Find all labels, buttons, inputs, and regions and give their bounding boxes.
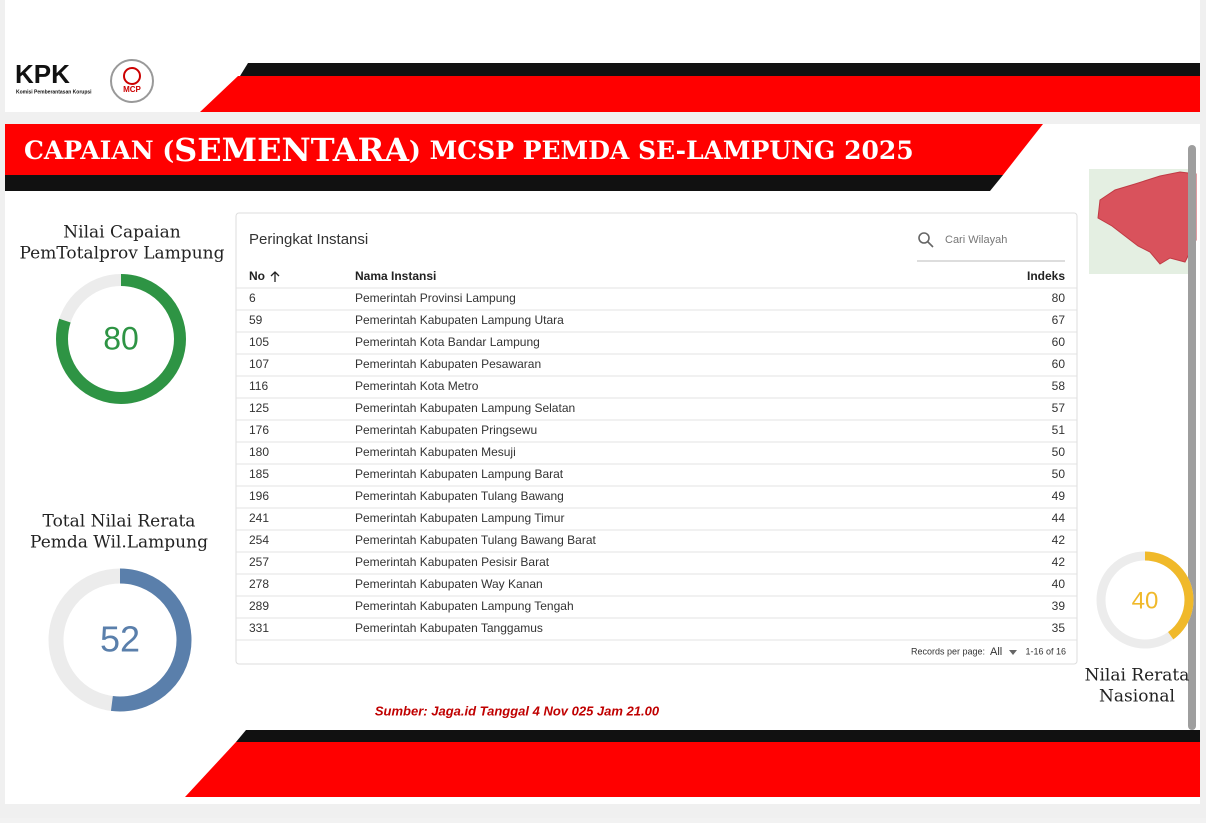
logo-subtitle: Komisi Pemberantasan Korupsi xyxy=(16,89,92,95)
cell-no: 278 xyxy=(249,577,269,591)
cell-index: 58 xyxy=(1052,379,1066,393)
cell-index: 42 xyxy=(1052,555,1066,569)
gauge-value: 80 xyxy=(103,320,139,356)
cell-name: Pemerintah Kabupaten Tanggamus xyxy=(355,621,543,635)
cell-name: Pemerintah Kabupaten Lampung Utara xyxy=(355,313,564,327)
logo-text: KPK xyxy=(15,59,70,89)
cell-no: 107 xyxy=(249,357,269,371)
gauge-value: 52 xyxy=(100,619,140,660)
table-title: Peringkat Instansi xyxy=(249,231,368,248)
cell-index: 50 xyxy=(1052,445,1066,459)
cell-no: 254 xyxy=(249,533,269,547)
cell-no: 116 xyxy=(249,379,268,393)
bottom-black-stripe xyxy=(236,730,1200,742)
cell-no: 125 xyxy=(249,401,269,415)
cell-name: Pemerintah Kabupaten Way Kanan xyxy=(355,577,543,591)
records-select[interactable]: All xyxy=(990,646,1002,658)
title-part: ) MCSP PEMDA SE-LAMPUNG 2025 xyxy=(409,136,914,165)
gauge-arc xyxy=(48,568,192,712)
cell-index: 60 xyxy=(1052,357,1066,371)
search-input[interactable]: Cari Wilayah xyxy=(945,234,1007,246)
cell-no: 196 xyxy=(249,489,269,503)
column-header[interactable]: No xyxy=(249,269,265,283)
source-note: Sumber: Jaga.id Tanggal 4 Nov 025 Jam 21… xyxy=(375,703,660,718)
title: CAPAIAN (SEMENTARA) MCSP PEMDA SE-LAMPUN… xyxy=(24,131,914,169)
mcp-badge xyxy=(110,59,154,103)
cell-index: 57 xyxy=(1052,401,1066,415)
search-icon xyxy=(927,241,934,248)
cell-index: 67 xyxy=(1052,313,1066,327)
cell-index: 49 xyxy=(1052,489,1066,503)
records-label: Records per page: xyxy=(911,646,985,656)
cell-name: Pemerintah Kabupaten Pesawaran xyxy=(355,357,541,371)
table-body: 6 Pemerintah Provinsi Lampung 80 59 Pemerint… xyxy=(236,287,1077,641)
top-black-stripe xyxy=(240,63,1200,76)
cell-name: Pemerintah Kabupaten Tulang Bawang xyxy=(355,489,564,503)
bottom-red-stripe xyxy=(185,742,1200,797)
gauges: 80 52 40 xyxy=(48,274,1194,712)
title-banner xyxy=(5,124,1043,175)
cell-name: Pemerintah Kota Metro xyxy=(355,379,479,393)
column-header[interactable]: Indeks xyxy=(1027,269,1065,283)
table-card xyxy=(235,212,1078,665)
cell-no: 257 xyxy=(249,555,269,569)
cell-no: 241 xyxy=(249,511,269,525)
search-icon xyxy=(918,232,930,244)
cell-no: 185 xyxy=(249,467,269,481)
pagination-info: 1-16 of 16 xyxy=(1025,646,1066,656)
cell-no: 331 xyxy=(249,621,269,635)
cell-name: Pemerintah Kabupaten Lampung Barat xyxy=(355,467,564,481)
cell-name: Pemerintah Kabupaten Tulang Bawang Barat xyxy=(355,533,596,547)
title-part: CAPAIAN ( xyxy=(24,136,174,165)
title-banner-shadow xyxy=(5,175,1003,191)
cell-name: Pemerintah Kabupaten Mesuji xyxy=(355,445,516,459)
cell-no: 59 xyxy=(249,313,263,327)
gauge-label: Nilai Rerata xyxy=(1085,666,1190,686)
cell-index: 44 xyxy=(1052,511,1066,525)
gauge-label: Total Nilai Rerata xyxy=(43,512,196,532)
cell-index: 35 xyxy=(1052,621,1066,635)
dropdown-arrow[interactable] xyxy=(1009,650,1017,655)
cell-no: 105 xyxy=(249,335,269,349)
cell-index: 80 xyxy=(1052,291,1066,305)
gauge-label: Pemda Wil.Lampung xyxy=(30,533,208,553)
cell-name: Pemerintah Kabupaten Lampung Selatan xyxy=(355,401,575,415)
map-region xyxy=(1097,171,1197,265)
scrollbar[interactable] xyxy=(1188,145,1196,730)
cell-index: 40 xyxy=(1052,577,1066,591)
title-part: SEMENTARA xyxy=(174,131,410,169)
cell-no: 180 xyxy=(249,445,269,459)
cell-no: 289 xyxy=(249,599,269,613)
gauge-arc xyxy=(1096,551,1194,649)
cell-name: Pemerintah Kabupaten Lampung Timur xyxy=(355,511,564,525)
gauge-label: Nilai Capaian xyxy=(63,223,180,243)
cell-name: Pemerintah Provinsi Lampung xyxy=(355,291,516,305)
gauge-label: PemTotalprov Lampung xyxy=(20,244,225,264)
gauge-value: 40 xyxy=(1132,587,1159,614)
cell-name: Pemerintah Kabupaten Pringsewu xyxy=(355,423,537,437)
cell-name: Pemerintah Kabupaten Pesisir Barat xyxy=(355,555,550,569)
cell-no: 6 xyxy=(249,291,256,305)
mcp-badge-emblem xyxy=(123,67,141,85)
gauge-label: Nasional xyxy=(1099,687,1175,707)
cell-index: 50 xyxy=(1052,467,1066,481)
cell-index: 42 xyxy=(1052,533,1066,547)
cell-index: 51 xyxy=(1052,423,1066,437)
cell-no: 176 xyxy=(249,423,269,437)
cell-index: 60 xyxy=(1052,335,1066,349)
sort-arrow[interactable] xyxy=(270,271,280,282)
mcp-badge-text: MCP xyxy=(123,85,141,94)
column-header[interactable]: Nama Instansi xyxy=(355,269,436,283)
cell-name: Pemerintah Kabupaten Lampung Tengah xyxy=(355,599,574,613)
cell-index: 39 xyxy=(1052,599,1066,613)
cell-name: Pemerintah Kota Bandar Lampung xyxy=(355,335,540,349)
top-red-stripe xyxy=(200,76,1200,112)
gauge-arc xyxy=(56,274,186,404)
